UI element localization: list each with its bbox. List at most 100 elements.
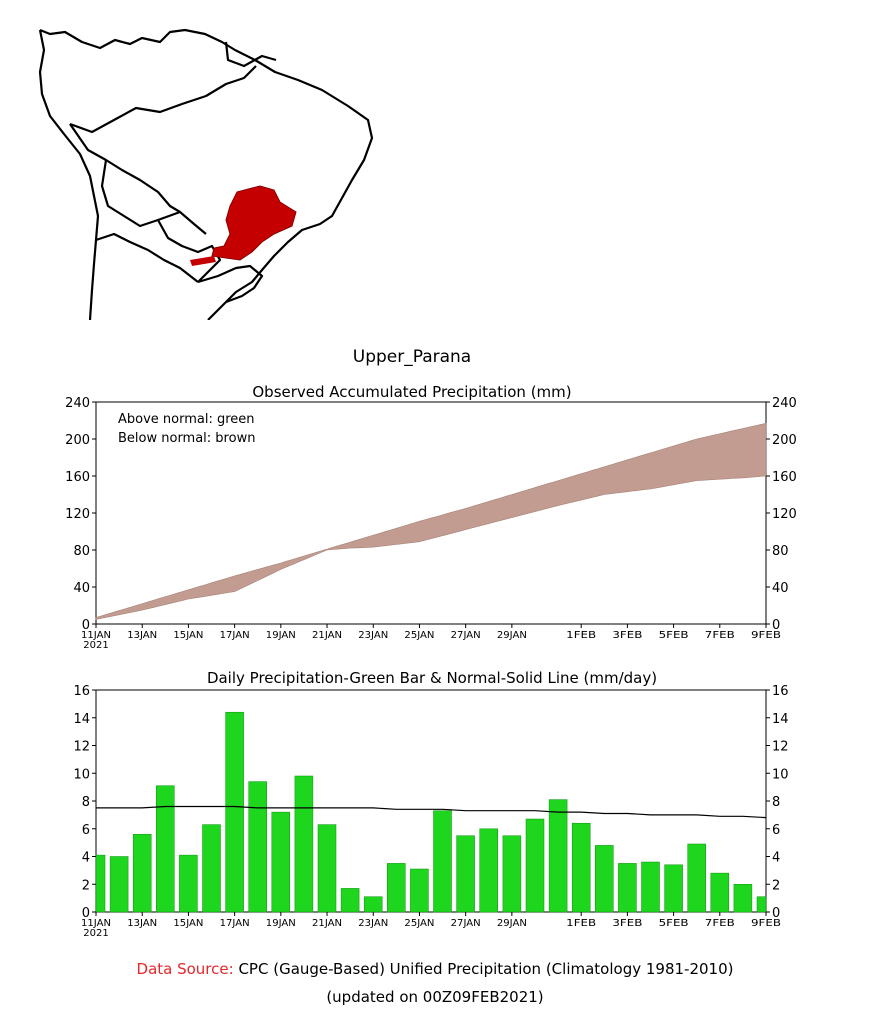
accumulated-x-tick-label: 17JAN: [220, 630, 250, 641]
daily-right-tick-label: 0: [772, 906, 780, 921]
daily-left-tick-label: 2: [82, 878, 90, 893]
continent-coastline: [39, 28, 374, 320]
accumulated-left-tick-label: 80: [73, 544, 90, 559]
region-map: [38, 28, 374, 320]
accumulated-right-tick-label: 240: [772, 396, 797, 411]
accumulated-right-tick-label: 80: [772, 544, 789, 559]
daily-precip-bar: [156, 785, 175, 913]
accumulated-x-tick-label: 13JAN: [127, 630, 157, 641]
accumulated-x-tick-label: 3FEB: [612, 630, 642, 641]
legend-below-normal: Below normal: brown: [118, 431, 255, 446]
daily-precip-bar: [502, 835, 522, 913]
accumulated-x-tick-label: 27JAN: [451, 630, 481, 641]
daily-precip-bar: [525, 818, 545, 913]
accumulated-left-tick-label: 40: [73, 581, 90, 596]
daily-x-tick-label: 5FEB: [659, 918, 689, 929]
daily-x-axis: 11JAN 13JAN 15JAN 17JAN 19JAN 21JAN 23JAN 25JAN…: [81, 912, 781, 939]
daily-precip-bar: [132, 834, 152, 913]
accumulated-x-tick-label: 23JAN: [358, 630, 388, 641]
daily-precip-bar: [733, 884, 753, 913]
daily-right-axis: 0 2 4 6 8 10 12 14 16: [766, 684, 789, 921]
daily-precip-bar: [548, 799, 568, 913]
daily-precip-bar: [363, 896, 383, 913]
accumulated-chart-title: Observed Accumulated Precipitation (mm): [252, 383, 571, 401]
daily-precip-bar: [479, 828, 498, 913]
daily-left-tick-label: 6: [82, 823, 90, 838]
data-source-text: CPC (Gauge-Based) Unified Precipitation …: [238, 960, 734, 978]
daily-precip-bar: [641, 861, 660, 913]
accumulated-x-tick-label: 15JAN: [173, 630, 203, 641]
daily-left-axis: 0 2 4 6 8 10 12 14 16: [73, 684, 96, 921]
daily-precip-bar: [756, 896, 767, 913]
daily-x-tick-label: 3FEB: [612, 918, 642, 929]
daily-left-tick-label: 14: [73, 712, 90, 727]
accumulated-right-tick-label: 200: [772, 433, 797, 448]
daily-right-tick-label: 16: [772, 684, 789, 699]
daily-left-tick-label: 10: [73, 767, 90, 782]
daily-precip-bar: [271, 811, 291, 913]
daily-x-tick-label: 27JAN: [451, 918, 481, 929]
accumulated-x-tick-label: 21JAN: [312, 630, 342, 641]
daily-right-tick-label: 2: [772, 878, 780, 893]
daily-chart: Daily Precipitation-Green Bar & Normal-S…: [73, 669, 788, 939]
data-source-label: Data Source:: [136, 960, 234, 978]
pacific-coast: [38, 29, 100, 320]
daily-right-tick-label: 12: [772, 740, 789, 755]
daily-precip-bar: [595, 845, 614, 913]
accumulated-x-tick-label: 19JAN: [266, 630, 296, 641]
region-title: Upper_Parana: [353, 347, 471, 367]
upper-parana-tributary: [190, 256, 216, 266]
daily-precip-bar: [687, 843, 706, 913]
daily-left-tick-label: 12: [73, 740, 90, 755]
border-bolivia: [100, 159, 207, 235]
daily-precip-bar: [179, 854, 198, 913]
accumulated-left-axis: 0 40 80 120 160 200 240: [65, 396, 96, 633]
daily-precip-bar: [294, 775, 314, 913]
accumulated-x-axis: 11JAN 13JAN 15JAN 17JAN 19JAN 21JAN 23JAN 25JAN…: [81, 624, 781, 651]
daily-precip-bar: [225, 711, 244, 913]
daily-precip-bar: [456, 835, 475, 913]
accumulated-left-tick-label: 240: [65, 396, 90, 411]
accumulated-x-tick-label: 25JAN: [404, 630, 434, 641]
daily-precip-bar: [571, 822, 591, 913]
accumulated-right-axis: 0 40 80 120 160 200 240: [766, 396, 797, 633]
border-north: [69, 65, 257, 134]
daily-x-tick-label: 29JAN: [497, 918, 527, 929]
normal-line: [96, 805, 767, 819]
border-brazil-west: [69, 123, 181, 213]
accumulated-right-tick-label: 120: [772, 507, 797, 522]
daily-precip-bar: [664, 864, 683, 913]
daily-precip-bar: [710, 872, 730, 913]
accumulated-left-tick-label: 160: [65, 470, 90, 485]
below-normal-area: [95, 422, 767, 620]
border-chile-argentina: [95, 232, 199, 283]
daily-right-tick-label: 4: [772, 851, 780, 866]
daily-x-tick-label: 7FEB: [705, 918, 735, 929]
daily-precip-bar: [202, 824, 221, 913]
accumulated-x-tick-label: 29JAN: [497, 630, 527, 641]
daily-precip-bar: [387, 863, 406, 913]
daily-precip-bar: [317, 824, 337, 913]
daily-right-tick-label: 10: [772, 767, 789, 782]
accumulated-x-tick-label: 5FEB: [659, 630, 689, 641]
daily-precip-bar: [618, 863, 637, 913]
daily-x-tick-label: 11JAN: [81, 918, 111, 929]
daily-precip-bar: [340, 888, 360, 913]
accumulated-x-tick-label: 11JAN: [81, 630, 111, 641]
daily-bars-layer: [95, 711, 767, 913]
border-paraguay: [157, 219, 222, 283]
daily-left-tick-label: 4: [82, 851, 90, 866]
accumulated-right-tick-label: 160: [772, 470, 797, 485]
accumulated-x-tick-label: 9FEB: [751, 630, 781, 641]
daily-right-tick-label: 8: [772, 795, 780, 810]
daily-left-tick-label: 8: [82, 795, 90, 810]
daily-year-label: 2021: [83, 928, 108, 939]
daily-precip-bar: [109, 856, 129, 913]
daily-x-tick-label: 19JAN: [266, 918, 296, 929]
accumulated-left-tick-label: 200: [65, 433, 90, 448]
daily-x-tick-label: 17JAN: [220, 918, 250, 929]
accumulated-area-layer: [95, 422, 767, 620]
accumulated-left-tick-label: 120: [65, 507, 90, 522]
daily-x-tick-label: 13JAN: [127, 918, 157, 929]
